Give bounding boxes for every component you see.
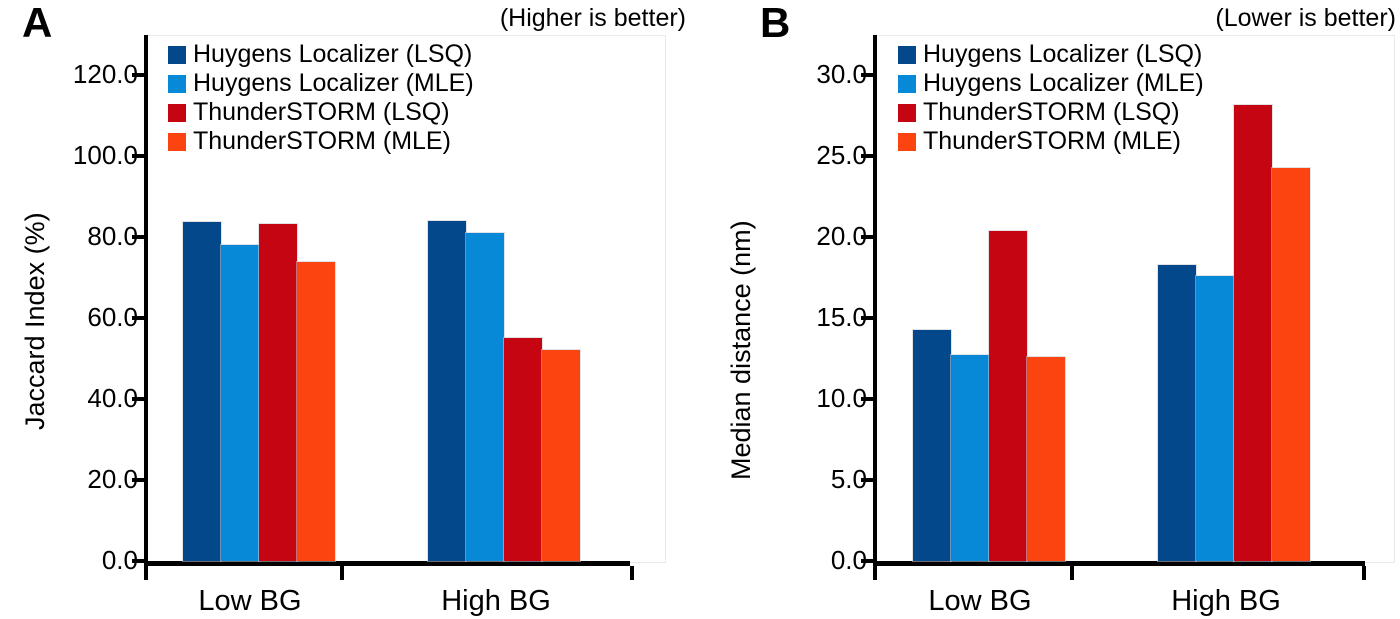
panel-a-x-axis-line [144,561,630,566]
legend-item-label: Huygens Localizer (MLE) [193,69,474,97]
y-tick-label: 120.0 [72,59,138,90]
y-tick-mark [132,559,144,563]
x-category-label: High BG [441,585,551,617]
y-tick-mark [132,316,144,321]
bar [1271,166,1311,562]
bar [1026,356,1066,562]
y-tick-label: 20.0 [816,221,867,252]
y-tick-label: 30.0 [816,59,867,90]
legend-item: ThunderSTORM (LSQ) [898,98,1204,127]
y-tick-label: 0.0 [101,545,138,575]
legend-item: Huygens Localizer (LSQ) [168,40,474,69]
x-tick-mark [873,566,877,580]
y-tick-label: 15.0 [816,302,867,333]
legend-swatch-icon [898,45,916,64]
x-category-label: Low BG [198,585,302,617]
y-tick-label: 60.0 [87,302,138,333]
legend-item-label: ThunderSTORM (MLE) [193,127,451,155]
y-tick-mark [132,478,144,483]
bar [220,244,260,562]
panel-b-legend: Huygens Localizer (LSQ) Huygens Localizer… [898,40,1204,156]
y-tick-label: 100.0 [72,140,138,171]
panel-b-note: (Lower is better) [1215,4,1396,32]
legend-swatch-icon [898,74,916,93]
legend-item: ThunderSTORM (LSQ) [168,98,474,127]
y-tick-mark [861,154,873,159]
legend-item: ThunderSTORM (MLE) [898,127,1204,156]
y-tick-mark [861,559,873,563]
y-tick-label: 25.0 [816,140,867,171]
bar [1233,103,1273,562]
legend-item: Huygens Localizer (LSQ) [898,40,1204,69]
legend-swatch-icon [168,74,186,93]
y-tick-mark [132,235,144,240]
legend-item: Huygens Localizer (MLE) [898,69,1204,98]
y-tick-mark [861,316,873,321]
y-tick-mark [861,235,873,240]
legend-item: Huygens Localizer (MLE) [168,69,474,98]
bar [258,223,298,562]
legend-swatch-icon [898,103,916,122]
legend-item: ThunderSTORM (MLE) [168,127,474,156]
y-tick-label: 40.0 [87,383,138,414]
legend-item-label: ThunderSTORM (LSQ) [193,98,450,126]
panel-b-x-axis-line [873,561,1365,566]
y-tick-mark [132,73,144,78]
y-tick-label: 0.0 [830,545,867,575]
bar [912,328,952,562]
legend-item-label: ThunderSTORM (MLE) [923,127,1181,155]
bar [988,229,1028,562]
x-tick-mark [340,566,344,580]
bar [465,231,505,562]
y-tick-mark [132,154,144,159]
y-tick-mark [861,397,873,402]
panel-b-y-axis-line [873,35,877,565]
bar [1195,275,1235,562]
x-category-label: High BG [1171,585,1281,617]
panel-a-y-axis-line [144,35,148,565]
legend-item-label: Huygens Localizer (LSQ) [193,40,473,68]
panel-a-letter: A [22,0,53,46]
bar [541,349,581,562]
y-tick-label: 80.0 [87,221,138,252]
bar [503,337,543,562]
panel-a: A (Higher is better) Jaccard Index (%) 0… [20,0,686,618]
x-category-label: Low BG [928,585,1032,617]
panel-a-note: (Higher is better) [499,4,686,32]
panel-b-letter: B [760,0,791,46]
x-tick-mark [1362,566,1366,580]
bar [950,354,990,562]
legend-swatch-icon [168,103,186,122]
y-tick-label: 20.0 [87,464,138,495]
y-tick-mark [861,478,873,483]
legend-swatch-icon [168,132,186,151]
panel-b-y-axis-title: Median distance (nm) [726,220,756,480]
legend-item-label: Huygens Localizer (MLE) [923,69,1204,97]
y-tick-label: 5.0 [830,464,867,495]
legend-swatch-icon [898,132,916,151]
panel-a-y-axis-title: Jaccard Index (%) [20,212,50,430]
legend-swatch-icon [168,45,186,64]
bar [182,220,222,562]
bar [1157,263,1197,562]
x-tick-mark [144,566,148,580]
y-tick-mark [132,397,144,402]
x-tick-mark [1070,566,1074,580]
x-tick-mark [630,566,634,580]
legend-item-label: ThunderSTORM (LSQ) [923,98,1180,126]
panel-a-legend: Huygens Localizer (LSQ) Huygens Localizer… [168,40,474,156]
bar [296,260,336,562]
bar [427,220,467,562]
y-tick-mark [861,73,873,78]
y-tick-label: 10.0 [816,383,867,414]
panel-b: B (Lower is better) Median distance (nm)… [700,0,1400,619]
legend-item-label: Huygens Localizer (LSQ) [923,40,1203,68]
